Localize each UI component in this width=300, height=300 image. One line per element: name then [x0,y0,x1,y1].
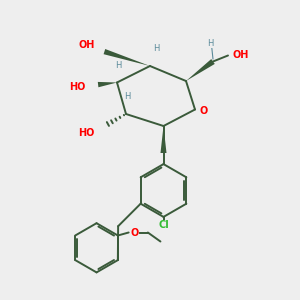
Text: H: H [115,61,122,70]
Text: H: H [124,92,131,101]
Text: HO: HO [69,82,85,92]
Text: H: H [207,39,213,48]
Text: Cl: Cl [158,220,169,230]
Text: O: O [200,106,208,116]
Polygon shape [98,82,117,87]
Polygon shape [103,49,150,66]
Text: H: H [153,44,159,53]
Text: OH: OH [78,40,94,50]
Polygon shape [186,59,215,81]
Text: OH: OH [232,50,249,61]
Text: HO: HO [78,128,94,139]
Polygon shape [160,126,166,153]
Text: O: O [131,227,139,238]
